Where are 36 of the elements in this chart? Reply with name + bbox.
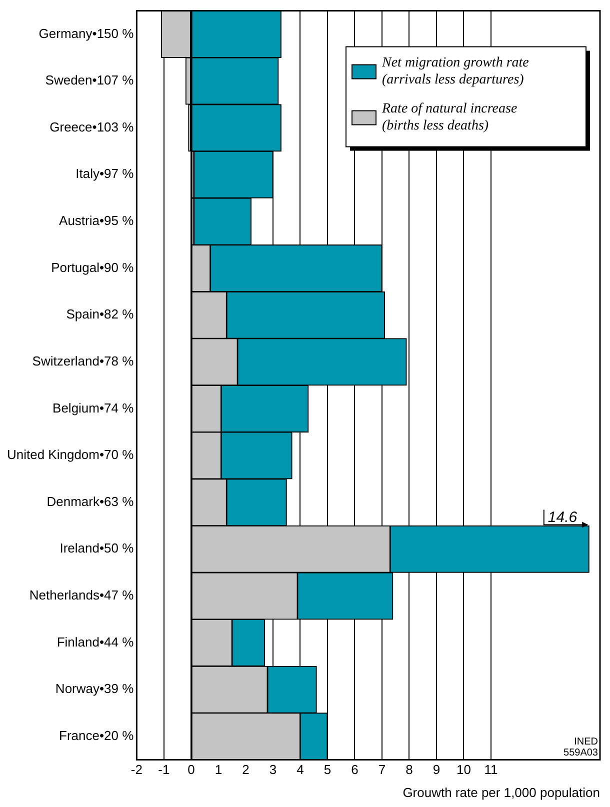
x-tick-label: 6 <box>351 762 358 778</box>
y-tick-label: Spain•82 % <box>66 306 134 322</box>
x-tick-label: 9 <box>432 762 440 778</box>
x-tick-label: 2 <box>242 762 250 778</box>
y-tick-label: Belgium•74 % <box>52 400 134 416</box>
annotation: 559A03 <box>564 748 598 759</box>
y-tick-label: Portugal•90 % <box>51 260 134 275</box>
y-tick-label: France•20 % <box>59 728 134 743</box>
annotation: 14.6 <box>548 508 578 526</box>
y-tick-label: Italy•97 % <box>76 166 134 182</box>
x-tick-label: 3 <box>269 762 277 778</box>
x-tick-label: 5 <box>324 762 332 778</box>
x-axis-title: Grouwth rate per 1,000 population <box>402 784 600 800</box>
y-tick-label: Ireland•50 % <box>60 540 134 556</box>
y-tick-label: Austria•95 % <box>59 213 134 228</box>
y-tick-label: United Kingdom•70 % <box>6 447 134 462</box>
x-tick-label: 8 <box>406 762 413 778</box>
legend-label: Net migration growth rate (arrivals less departures) <box>381 55 529 88</box>
y-tick-label: Norway•39 % <box>55 681 134 696</box>
x-tick-label: 0 <box>188 762 195 778</box>
y-tick-label: Greece•103 % <box>50 119 134 134</box>
y-tick-label: Sweden•107 % <box>45 72 134 88</box>
y-tick-label: Switzerland•78 % <box>32 353 134 368</box>
y-tick-label: Denmark•63 % <box>46 494 134 509</box>
x-tick-label: 4 <box>296 762 304 778</box>
legend-label: Rate of natural increase (births less deaths) <box>381 101 518 134</box>
y-tick-label: Netherlands•47 % <box>29 588 134 603</box>
x-tick-label: 10 <box>456 762 471 778</box>
annotation: INED <box>574 736 598 748</box>
x-tick-label: -1 <box>158 762 170 778</box>
x-tick-label: 1 <box>214 762 222 778</box>
x-tick-label: 11 <box>484 762 498 778</box>
x-tick-label: -2 <box>130 762 142 778</box>
y-tick-label: Finland•44 % <box>56 634 134 650</box>
x-tick-label: 7 <box>378 762 386 778</box>
y-tick-label: Germany•150 % <box>38 26 134 41</box>
